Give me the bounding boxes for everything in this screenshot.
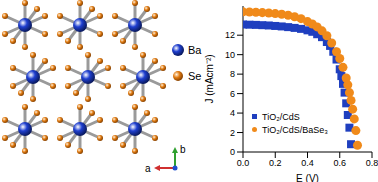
svg-text:0: 0 [230, 147, 235, 157]
svg-text:4: 4 [230, 108, 235, 118]
svg-text:0.0: 0.0 [237, 158, 250, 168]
svg-text:a: a [145, 163, 151, 174]
svg-text:0.4: 0.4 [301, 158, 314, 168]
svg-text:Se: Se [188, 70, 201, 82]
svg-text:J (mAcm⁻²): J (mAcm⁻²) [204, 54, 215, 103]
svg-text:12: 12 [225, 30, 235, 40]
svg-text:0.6: 0.6 [333, 158, 346, 168]
svg-text:6: 6 [230, 89, 235, 99]
svg-text:0.2: 0.2 [269, 158, 282, 168]
svg-text:Ba: Ba [188, 44, 202, 56]
svg-text:b: b [180, 144, 186, 155]
svg-text:10: 10 [225, 50, 235, 60]
html-text:TiO₂/CdS/BaSe₃: TiO₂/CdS/BaSe₃ [262, 124, 328, 135]
svg-text:8: 8 [230, 69, 235, 79]
html-text:TiO₂/CdS: TiO₂/CdS [262, 111, 300, 122]
svg-text:2: 2 [230, 128, 235, 138]
svg-text:E (V): E (V) [296, 173, 319, 182]
svg-text:0.8: 0.8 [366, 158, 370, 168]
